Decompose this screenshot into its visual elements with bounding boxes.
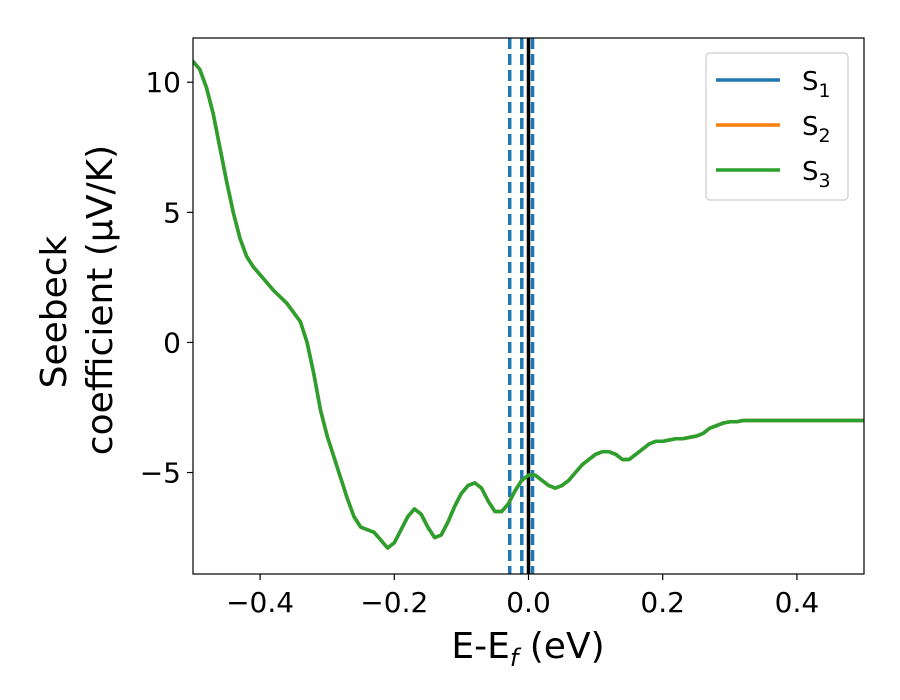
series-line-s3	[193, 59, 864, 550]
x-tick-label: 0.2	[640, 586, 685, 619]
y-tick-label: 0	[163, 326, 181, 359]
x-tick-label: −0.4	[226, 586, 294, 619]
y-axis-label: Seebeck coefficient (μV/K)	[34, 145, 121, 455]
y-axis-label-line1: Seebeck	[34, 235, 75, 388]
series-group	[193, 59, 864, 550]
y-axis-ticks: −5 0 5 10	[140, 66, 193, 490]
x-tick-label: −0.2	[360, 586, 428, 619]
x-tick-label: 0.4	[775, 586, 820, 619]
x-tick-label: 0.0	[506, 586, 551, 619]
legend-label-s3: S3	[802, 157, 831, 192]
vertical-reference-lines	[507, 38, 535, 574]
y-tick-label: −5	[140, 457, 181, 490]
y-axis-label-line2: coefficient (μV/K)	[80, 145, 121, 455]
x-axis-ticks: −0.4 −0.2 0.0 0.2 0.4	[226, 574, 819, 619]
legend-label-s1: S1	[802, 67, 831, 102]
legend-label-s2: S2	[802, 112, 831, 147]
y-tick-label: 10	[145, 66, 181, 99]
legend: S1 S2 S3	[705, 52, 849, 201]
x-axis-label: E-Ef (eV)	[451, 626, 604, 672]
y-tick-label: 5	[163, 196, 181, 229]
